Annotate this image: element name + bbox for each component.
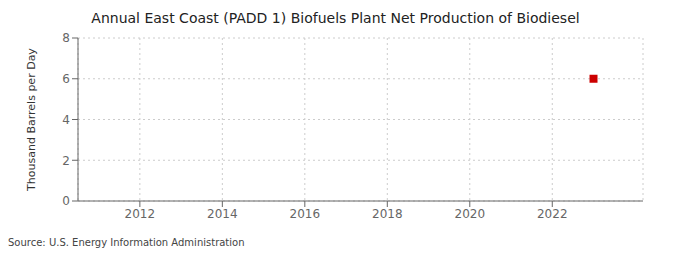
svg-text:0: 0 xyxy=(62,194,70,208)
svg-text:6: 6 xyxy=(62,72,70,86)
svg-text:2012: 2012 xyxy=(125,207,156,221)
svg-text:4: 4 xyxy=(62,113,70,127)
html-text:Annual East Coast (PADD 1) Bio: Annual East Coast (PADD 1) Biofuels Plan… xyxy=(91,10,580,26)
svg-text:2014: 2014 xyxy=(207,207,238,221)
svg-text:Thousand Barrels per Day: Thousand Barrels per Day xyxy=(25,48,38,192)
svg-text:2022: 2022 xyxy=(537,207,568,221)
svg-text:2016: 2016 xyxy=(290,207,321,221)
svg-text:2020: 2020 xyxy=(455,207,486,221)
svg-text:2018: 2018 xyxy=(372,207,403,221)
svg-text:2: 2 xyxy=(62,154,70,168)
svg-text:8: 8 xyxy=(62,31,70,45)
html-text:Source: U.S. Energy Informatio: Source: U.S. Energy Information Administ… xyxy=(8,237,245,248)
